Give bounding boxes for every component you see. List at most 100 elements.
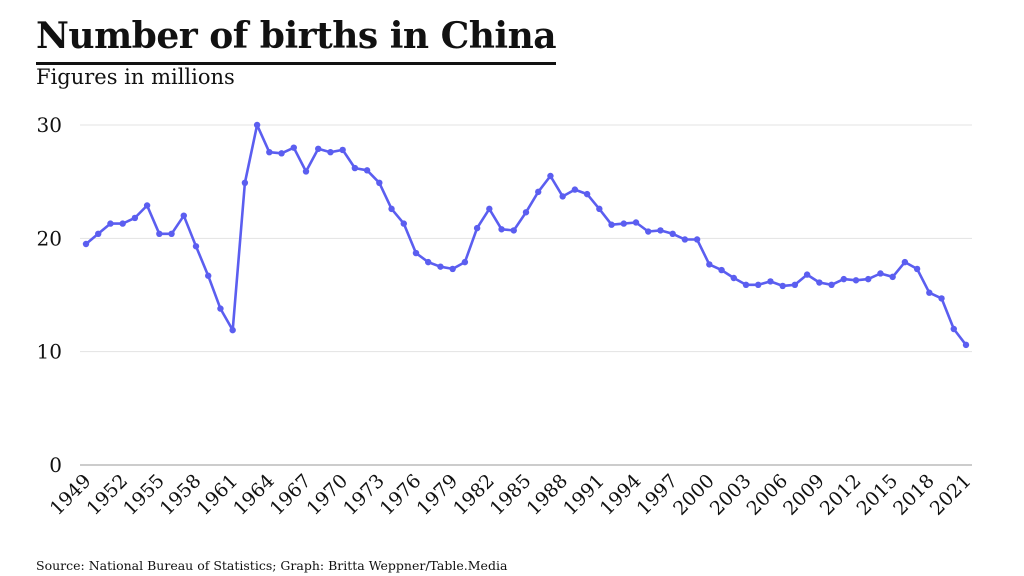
x-tick-label: 1988: [522, 470, 572, 520]
data-point-1989: [571, 186, 579, 193]
data-point-1970: [339, 146, 346, 154]
data-point-1983: [498, 226, 505, 233]
data-point-2008: [803, 271, 811, 278]
data-point-1959: [205, 272, 212, 279]
data-point-1955: [156, 230, 163, 237]
x-tick-label: 1952: [82, 470, 132, 520]
births-line-chart: 0 10 20 30 19491952195519581961196419671970…: [37, 113, 976, 520]
data-point-1954: [143, 202, 151, 209]
data-point-1996: [657, 227, 664, 234]
x-tick-label: 1982: [449, 470, 499, 520]
data-point-1972: [363, 167, 371, 174]
x-tick-label: 1964: [229, 470, 279, 520]
source-note: Source: National Bureau of Statistics; G…: [36, 558, 508, 573]
data-point-1952: [119, 220, 126, 227]
x-tick-label: 1970: [302, 470, 352, 520]
data-point-1962: [241, 179, 249, 186]
x-tick-label: 2015: [852, 470, 902, 520]
data-point-1995: [645, 228, 652, 235]
data-point-1964: [266, 149, 273, 156]
data-point-1988: [559, 193, 566, 200]
data-point-1984: [510, 227, 517, 234]
data-point-2020: [950, 325, 957, 333]
data-point-2014: [877, 270, 884, 277]
data-point-1956: [168, 230, 175, 237]
data-point-2007: [791, 281, 799, 288]
data-point-1963: [253, 121, 261, 129]
x-tick-label: 1976: [376, 470, 426, 520]
data-point-1971: [351, 164, 359, 172]
x-tick-label: 2012: [816, 470, 866, 520]
data-point-2012: [852, 277, 860, 284]
gridlines: [80, 124, 972, 353]
data-point-2017: [913, 265, 921, 273]
data-point-1981: [473, 224, 481, 232]
data-point-1979: [449, 265, 456, 273]
data-point-1967: [302, 168, 310, 175]
data-point-1960: [217, 305, 224, 312]
data-point-1975: [400, 220, 407, 227]
data-point-1997: [669, 230, 676, 237]
data-point-1993: [620, 220, 627, 227]
x-tick-label: 2009: [779, 470, 829, 520]
data-point-1990: [583, 190, 591, 198]
data-point-1974: [388, 205, 395, 213]
x-tick-label: 1949: [46, 470, 96, 520]
data-point-2000: [706, 261, 713, 268]
x-tick-label: 1961: [192, 470, 242, 520]
data-point-1985: [522, 209, 530, 216]
x-tick-label: 1979: [412, 470, 462, 520]
y-tick-label: 0: [49, 453, 62, 477]
x-tick-label: 2018: [889, 470, 939, 520]
data-point-2018: [926, 289, 933, 296]
chart-subtitle: Figures in millions: [36, 65, 235, 89]
data-point-1998: [681, 236, 689, 243]
data-point-1999: [693, 236, 701, 243]
data-point-1969: [327, 149, 334, 156]
data-point-2011: [840, 275, 847, 283]
data-point-1949: [82, 240, 90, 248]
data-point-1965: [278, 150, 285, 157]
data-point-2019: [938, 295, 945, 302]
y-tick-label: 20: [37, 226, 62, 250]
y-axis-ticks: 0 10 20 30: [37, 113, 62, 477]
data-point-1950: [95, 230, 102, 237]
x-tick-label: 1985: [486, 470, 536, 520]
data-point-2021: [962, 341, 970, 349]
x-tick-label: 1955: [119, 470, 169, 520]
x-tick-label: 1991: [559, 470, 609, 520]
data-point-1991: [596, 205, 603, 213]
data-point-1986: [535, 188, 542, 196]
data-point-1976: [412, 249, 420, 257]
x-tick-label: 1967: [266, 470, 316, 520]
x-tick-label: 2006: [742, 470, 792, 520]
series-births: [82, 121, 970, 349]
data-point-1978: [437, 263, 444, 270]
data-point-1977: [425, 258, 432, 266]
data-point-2001: [718, 266, 725, 274]
x-tick-label: 1958: [156, 470, 206, 520]
data-point-2009: [816, 279, 823, 286]
data-point-1980: [461, 258, 469, 266]
data-point-1957: [180, 212, 187, 219]
x-tick-label: 2003: [706, 470, 756, 520]
data-point-1982: [486, 205, 493, 213]
data-point-2005: [767, 278, 774, 285]
data-point-2004: [755, 281, 762, 288]
data-point-2015: [889, 273, 896, 281]
data-point-2006: [779, 282, 786, 290]
data-point-1992: [608, 221, 615, 228]
data-point-2002: [730, 274, 737, 282]
data-point-2003: [742, 281, 750, 288]
x-tick-label: 1973: [339, 470, 389, 520]
x-tick-label: 2021: [926, 470, 976, 520]
x-tick-label: 2000: [669, 470, 719, 520]
data-point-2010: [828, 281, 835, 288]
series-line: [84, 123, 968, 347]
x-axis-ticks: 1949195219551958196119641967197019731976…: [46, 470, 976, 520]
data-point-1961: [229, 326, 236, 334]
x-tick-label: 1997: [632, 470, 682, 520]
data-point-1958: [192, 243, 200, 250]
data-point-2016: [901, 258, 909, 266]
data-point-1987: [547, 172, 554, 180]
